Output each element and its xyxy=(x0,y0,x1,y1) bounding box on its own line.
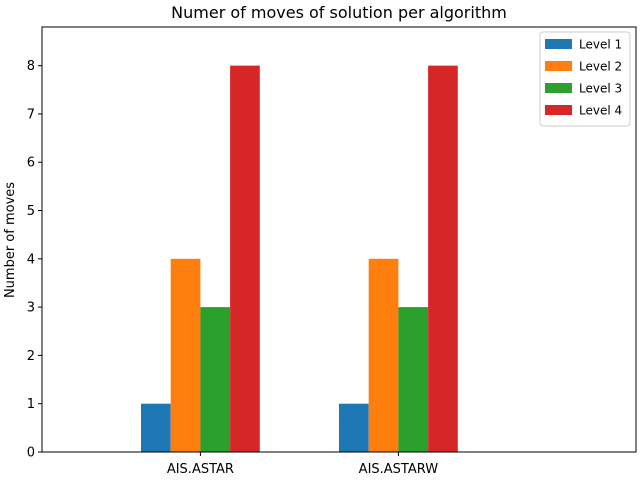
y-tick-label: 8 xyxy=(27,59,35,74)
y-tick-label: 2 xyxy=(27,349,35,364)
bar-level-1-ais-astar xyxy=(141,403,171,452)
bar-level-2-ais-astarw xyxy=(368,258,399,452)
bar-level-3-ais-astar xyxy=(200,307,231,452)
y-axis: 0 1 2 3 4 5 6 7 8 xyxy=(27,59,42,461)
y-tick-label: 6 xyxy=(27,156,35,171)
legend-label: Level 1 xyxy=(579,38,622,52)
chart-title: Numer of moves of solution per algorithm xyxy=(171,3,507,22)
y-tick-label: 4 xyxy=(27,252,35,267)
legend: Level 1 Level 2 Level 3 Level 4 xyxy=(539,31,631,127)
bar-level-4-ais-astarw xyxy=(428,65,458,453)
bar-level-2-ais-astar xyxy=(170,258,201,452)
plot-frame xyxy=(41,26,637,453)
y-tick-label: 7 xyxy=(27,107,35,122)
y-tick-label: 1 xyxy=(27,397,35,412)
x-tick-label: AIS.ASTAR xyxy=(167,462,234,477)
legend-swatch xyxy=(545,39,572,49)
bar-level-1-ais-astarw xyxy=(339,403,369,452)
bars-group xyxy=(141,65,458,453)
legend-swatch xyxy=(545,105,572,115)
legend-label: Level 3 xyxy=(579,82,622,96)
legend-swatch xyxy=(545,61,572,71)
y-tick-label: 3 xyxy=(27,301,35,316)
x-axis: AIS.ASTAR AIS.ASTARW xyxy=(167,452,438,477)
legend-label: Level 4 xyxy=(579,104,622,118)
legend-frame xyxy=(539,31,631,127)
legend-swatch xyxy=(545,83,572,93)
bar-level-3-ais-astarw xyxy=(398,307,429,452)
y-tick-label: 0 xyxy=(27,446,35,461)
y-tick-label: 5 xyxy=(27,204,35,219)
y-axis-label: Number of moves xyxy=(3,182,18,298)
bar-level-4-ais-astar xyxy=(230,65,260,453)
legend-label: Level 2 xyxy=(579,60,622,74)
x-tick-label: AIS.ASTARW xyxy=(359,462,439,477)
